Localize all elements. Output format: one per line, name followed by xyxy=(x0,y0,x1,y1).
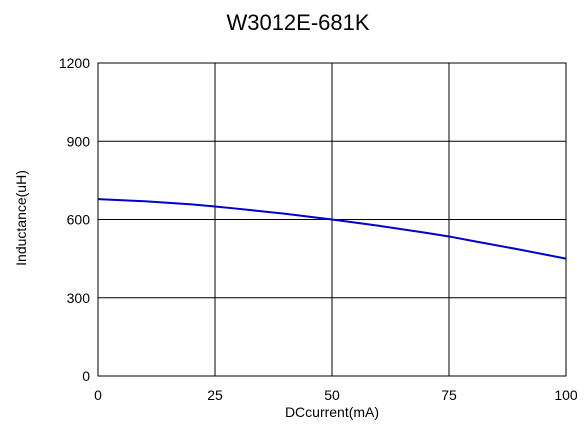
series-line-0 xyxy=(97,198,567,260)
x-tick-label: 100 xyxy=(554,387,578,403)
x-tick-label: 25 xyxy=(207,387,223,403)
x-tick-label: 50 xyxy=(324,387,340,403)
x-tick-label: 0 xyxy=(94,387,102,403)
x-axis-label: DCcurrent(mA) xyxy=(285,404,379,420)
y-axis-label: Inductance(uH) xyxy=(13,170,29,266)
x-tick-label: 75 xyxy=(441,387,457,403)
y-tick-label: 1200 xyxy=(59,55,90,71)
series-layer xyxy=(97,198,567,260)
y-tick-label: 300 xyxy=(67,290,91,306)
y-tick-label: 600 xyxy=(67,212,91,228)
y-tick-label: 900 xyxy=(67,133,91,149)
chart-title: W3012E-681K xyxy=(226,10,369,35)
y-tick-label: 0 xyxy=(82,368,90,384)
plot-frame xyxy=(97,62,567,377)
tick-labels: 0 25 50 75 100 0 300 600 900 1200 xyxy=(59,55,578,403)
